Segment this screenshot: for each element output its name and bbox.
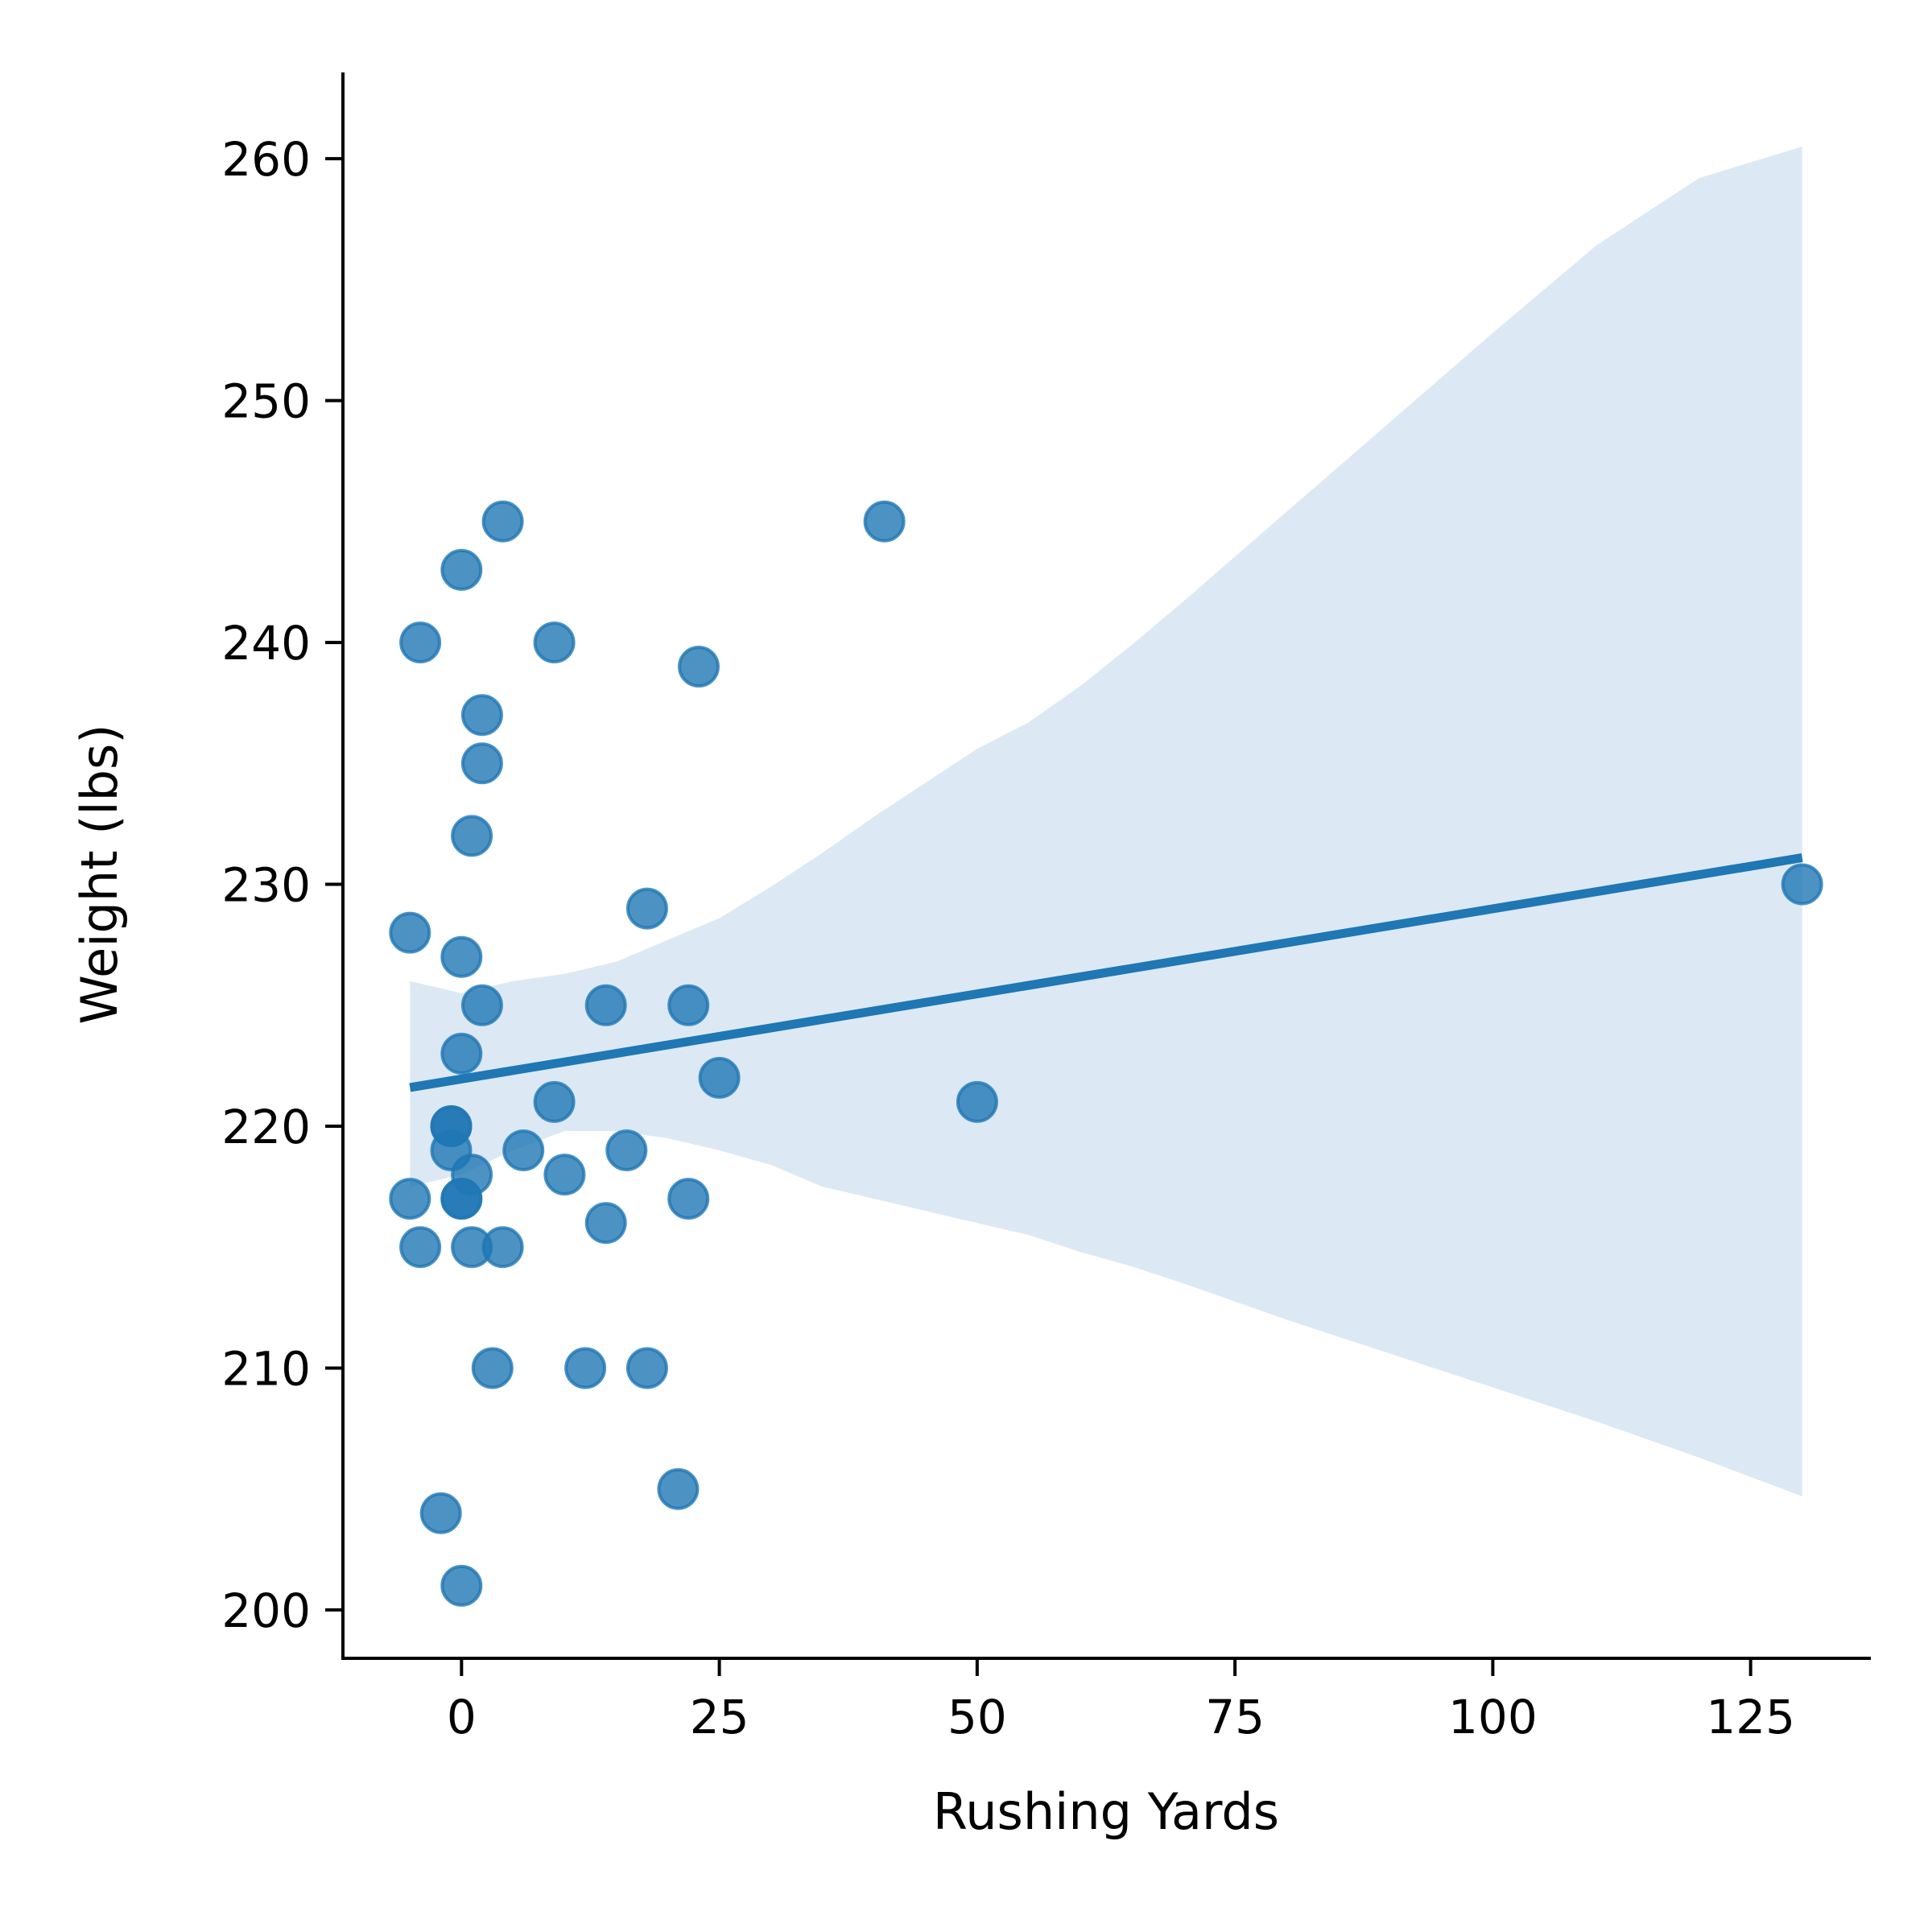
ticks-layer: 0 25 50 75 100 125 200 210 220 230 240 250 260: [221, 132, 1795, 1744]
confidence-band: [410, 147, 1802, 1496]
data-point-31: [667, 1178, 710, 1220]
data-point-6: [678, 646, 720, 688]
data-point-15: [584, 984, 627, 1026]
y-tick-label-250: 250: [221, 374, 311, 429]
confidence-band-layer: [410, 147, 1802, 1496]
data-point-17: [440, 1032, 483, 1075]
x-tick-label-0: 0: [447, 1690, 477, 1744]
y-tick-label-220: 220: [221, 1100, 311, 1154]
y-tick-label-200: 200: [221, 1583, 311, 1638]
data-point-1: [481, 500, 524, 543]
data-point-18: [698, 1056, 741, 1099]
data-point-25: [605, 1129, 648, 1171]
data-point-3: [440, 548, 483, 591]
regression-line-layer: [409, 853, 1803, 1092]
data-point-8: [460, 742, 503, 785]
data-point-24: [502, 1129, 545, 1171]
y-tick-label-240: 240: [221, 616, 311, 671]
data-point-9: [451, 815, 493, 857]
data-point-30: [440, 1178, 483, 1220]
data-point-10: [625, 887, 668, 930]
data-point-40: [419, 1492, 462, 1534]
data-point-12: [389, 911, 431, 954]
y-tick-label-260: 260: [221, 132, 311, 187]
data-point-33: [399, 1226, 442, 1269]
data-point-16: [667, 984, 710, 1026]
data-point-14: [460, 984, 503, 1026]
data-point-7: [460, 694, 503, 737]
y-axis-label: Weight (lbs): [70, 724, 129, 1025]
data-point-39: [657, 1468, 700, 1510]
data-point-37: [564, 1347, 607, 1389]
regression-line: [409, 853, 1803, 1092]
axes-layer: [341, 72, 1871, 1660]
data-point-36: [471, 1347, 514, 1389]
scatter-points-layer: [389, 500, 1823, 1607]
data-point-2: [863, 500, 906, 543]
data-point-5: [533, 621, 576, 664]
data-point-20: [956, 1080, 998, 1123]
x-tick-label-100: 100: [1448, 1690, 1538, 1744]
y-tick-label-230: 230: [221, 858, 311, 913]
y-tick-label-210: 210: [221, 1341, 311, 1396]
x-tick-label-50: 50: [947, 1690, 1007, 1744]
data-point-4: [399, 621, 442, 664]
data-point-19: [533, 1080, 576, 1123]
data-point-32: [584, 1202, 627, 1245]
data-point-38: [625, 1347, 668, 1389]
data-point-41: [440, 1564, 483, 1607]
x-tick-label-25: 25: [690, 1690, 749, 1744]
data-point-27: [543, 1154, 586, 1196]
x-tick-label-125: 125: [1706, 1690, 1795, 1744]
data-point-13: [440, 935, 483, 978]
x-axis-label: Rushing Yards: [933, 1782, 1279, 1841]
data-point-11: [1781, 863, 1823, 906]
data-point-28: [389, 1178, 431, 1220]
x-tick-label-75: 75: [1205, 1690, 1265, 1744]
data-point-35: [481, 1226, 524, 1269]
